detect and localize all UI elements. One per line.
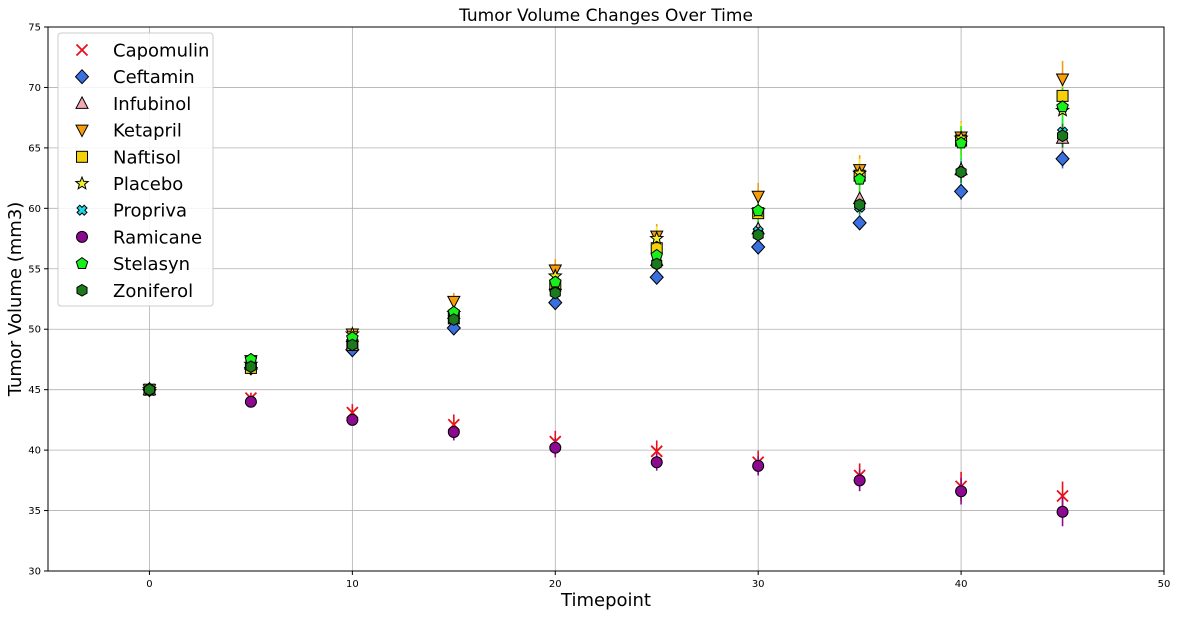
data-point — [651, 257, 663, 271]
legend-label: Capomulin — [113, 41, 209, 62]
x-tick-label: 20 — [549, 579, 562, 590]
y-tick-label: 45 — [28, 385, 41, 396]
legend-label: Ketapril — [113, 121, 182, 142]
data-point — [853, 474, 866, 487]
y-tick-label: 60 — [28, 204, 41, 215]
data-point — [751, 190, 766, 204]
data-point — [750, 239, 766, 255]
legend-label: Placebo — [113, 174, 183, 195]
data-point — [649, 269, 664, 285]
legend-marker — [76, 150, 88, 163]
legend-frame — [57, 32, 214, 307]
legend-label: Propriva — [113, 201, 187, 222]
data-point — [1055, 73, 1070, 87]
series-stelasyn — [143, 100, 1069, 396]
legend-label: Ceftamin — [113, 67, 195, 88]
data-point — [650, 456, 663, 469]
legend-label: Ramicane — [113, 227, 202, 248]
legend-item-placebo: Placebo — [74, 174, 183, 195]
data-point — [346, 413, 359, 426]
data-point — [955, 165, 967, 179]
data-point — [955, 485, 968, 498]
plot-frame — [47, 26, 1165, 572]
y-tick-label: 65 — [28, 143, 41, 154]
data-point — [446, 320, 462, 336]
data-point — [953, 183, 969, 200]
legend-label: Stelasyn — [113, 254, 190, 275]
legend-marker — [75, 256, 89, 269]
axis-ticks: 0 10 20 30 40 50 30 35 40 45 50 55 60 65 70 75 — [28, 23, 1170, 591]
data-point — [1056, 100, 1069, 113]
legend-marker — [76, 283, 88, 297]
x-tick-label: 50 — [1158, 579, 1171, 590]
data-point — [448, 313, 460, 326]
legend-marker — [74, 175, 90, 190]
x-tick-label: 40 — [955, 579, 968, 590]
x-tick-label: 10 — [346, 579, 359, 590]
x-axis-label: Timepoint — [560, 590, 651, 611]
y-tick-label: 75 — [28, 23, 41, 34]
legend-label: Infubinol — [113, 94, 191, 115]
y-tick-label: 40 — [28, 446, 41, 457]
data-point — [447, 425, 460, 438]
data-point — [854, 198, 866, 212]
legend-label: Naftisol — [113, 147, 181, 168]
y-axis-label: Tumor Volume (mm3) — [5, 202, 26, 398]
data-point — [245, 360, 257, 374]
data-point — [853, 172, 866, 185]
data-point — [1055, 151, 1070, 167]
legend-item-naftisol: Naftisol — [76, 147, 181, 168]
legend-item-stelasyn: Stelasyn — [75, 254, 190, 275]
y-tick-label: 35 — [28, 506, 41, 517]
chart-title: Tumor Volume Changes Over Time — [458, 6, 753, 26]
data-point — [1056, 489, 1069, 503]
data-point — [549, 286, 561, 300]
data-point — [549, 441, 562, 454]
legend-marker — [75, 124, 89, 138]
data-point — [548, 294, 563, 311]
legend-marker — [76, 230, 88, 243]
data-point — [446, 295, 461, 309]
data-point — [244, 395, 257, 408]
data-point — [346, 338, 358, 352]
legend-item-capomulin: Capomulin — [75, 41, 209, 62]
series-zoniferol — [143, 129, 1069, 397]
legend-item-zoniferol: Zoniferol — [76, 281, 193, 302]
data-point — [954, 136, 968, 149]
legend-marker — [75, 95, 89, 109]
legend-marker — [75, 43, 89, 57]
data-point — [1056, 505, 1069, 518]
legend-item-propriva: Propriva — [76, 201, 187, 222]
data-point — [852, 215, 867, 231]
data-point — [649, 230, 665, 245]
y-tick-label: 30 — [28, 567, 41, 578]
legend-marker — [76, 204, 88, 216]
legend-marker — [74, 68, 90, 85]
data-point — [650, 445, 663, 458]
legend: Capomulin Ceftamin Infubinol Ketapril Naftis… — [57, 32, 214, 307]
legend-item-ramicane: Ramicane — [76, 227, 202, 248]
data-point — [751, 204, 765, 217]
x-stroke — [1056, 489, 1069, 503]
x-stroke — [75, 43, 89, 57]
x-tick-label: 30 — [752, 579, 765, 590]
legend-label: Zoniferol — [113, 281, 193, 302]
legend-item-ketapril: Ketapril — [75, 121, 182, 142]
legend-item-ceftamin: Ceftamin — [74, 67, 195, 88]
y-tick-label: 70 — [28, 83, 41, 94]
grid — [48, 26, 1165, 572]
data-point — [752, 228, 764, 242]
y-tick-label: 55 — [28, 264, 41, 275]
data-point — [1057, 129, 1069, 143]
data-point — [143, 383, 155, 397]
x-tick-label: 0 — [146, 579, 152, 590]
x-stroke — [650, 445, 663, 458]
data-point — [1056, 89, 1069, 102]
data-markers — [141, 73, 1071, 518]
legend-item-infubinol: Infubinol — [75, 94, 191, 115]
data-point — [752, 459, 765, 472]
y-tick-label: 50 — [28, 325, 41, 336]
